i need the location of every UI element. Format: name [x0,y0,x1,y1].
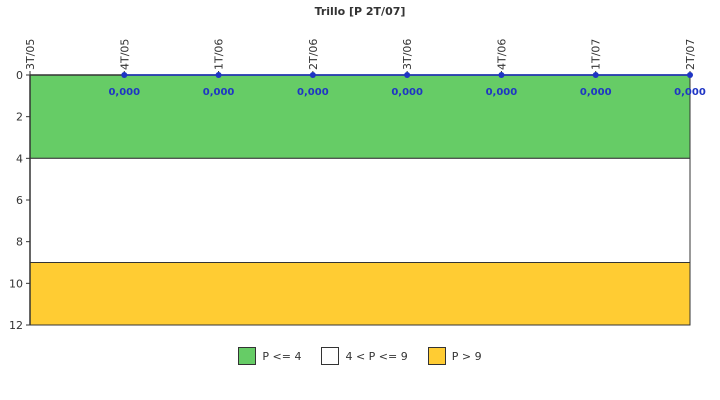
legend-label: P <= 4 [262,349,302,363]
y-tick-label: 0 [16,69,23,82]
y-tick-label: 12 [9,319,23,332]
y-tick-label: 6 [16,194,23,207]
band-2 [29,262,691,326]
legend-swatch [427,347,446,365]
data-label: 0,000 [203,87,235,98]
chart-title: Trillo [P 2T/07] [315,5,406,18]
y-tick-label: 10 [9,277,23,290]
x-tick-label: 3T/05 [24,39,37,70]
legend: P <= 4 4 < P <= 9 P > 9 [0,344,720,368]
data-point [498,72,505,78]
series-layer: 0,000 0,000 0,000 0,000 0,000 0,000 0,000 [108,72,706,98]
bands-layer [29,74,691,326]
data-point [121,72,128,78]
legend-label: P > 9 [451,349,482,363]
data-label: 0,000 [391,87,423,98]
y-tick-label: 4 [16,152,23,165]
y-axis: 0 2 4 6 8 10 12 [9,69,31,332]
y-tick-label: 8 [16,236,23,249]
x-tick-label: 4T/06 [495,39,508,70]
legend-swatch [321,347,340,365]
legend-label: 4 < P <= 9 [345,349,408,363]
x-tick-label: 4T/05 [118,39,131,70]
data-label: 0,000 [486,87,518,98]
x-tick-label: 1T/06 [213,39,226,70]
data-point [404,72,411,78]
legend-item-2: P > 9 [427,347,482,365]
x-tick-label: 2T/06 [307,39,320,70]
data-point [592,72,599,78]
x-axis: 3T/05 4T/05 1T/06 2T/06 3T/06 4T/06 1T/07 2T/07 [24,39,697,76]
band-0 [29,74,691,159]
data-point [309,72,316,78]
data-label: 0,000 [580,87,612,98]
data-point [687,72,693,78]
legend-swatch [238,347,257,365]
data-label: 0,000 [297,87,329,98]
band-1 [29,157,691,263]
y-tick-label: 2 [16,111,23,124]
data-point [215,72,222,78]
legend-item-1: 4 < P <= 9 [321,347,408,365]
data-label: 0,000 [108,87,140,98]
x-tick-label: 2T/07 [684,39,697,70]
legend-item-0: P <= 4 [238,347,301,365]
x-tick-label: 1T/07 [590,39,603,70]
x-tick-label: 3T/06 [401,39,414,70]
data-label: 0,000 [674,87,706,98]
